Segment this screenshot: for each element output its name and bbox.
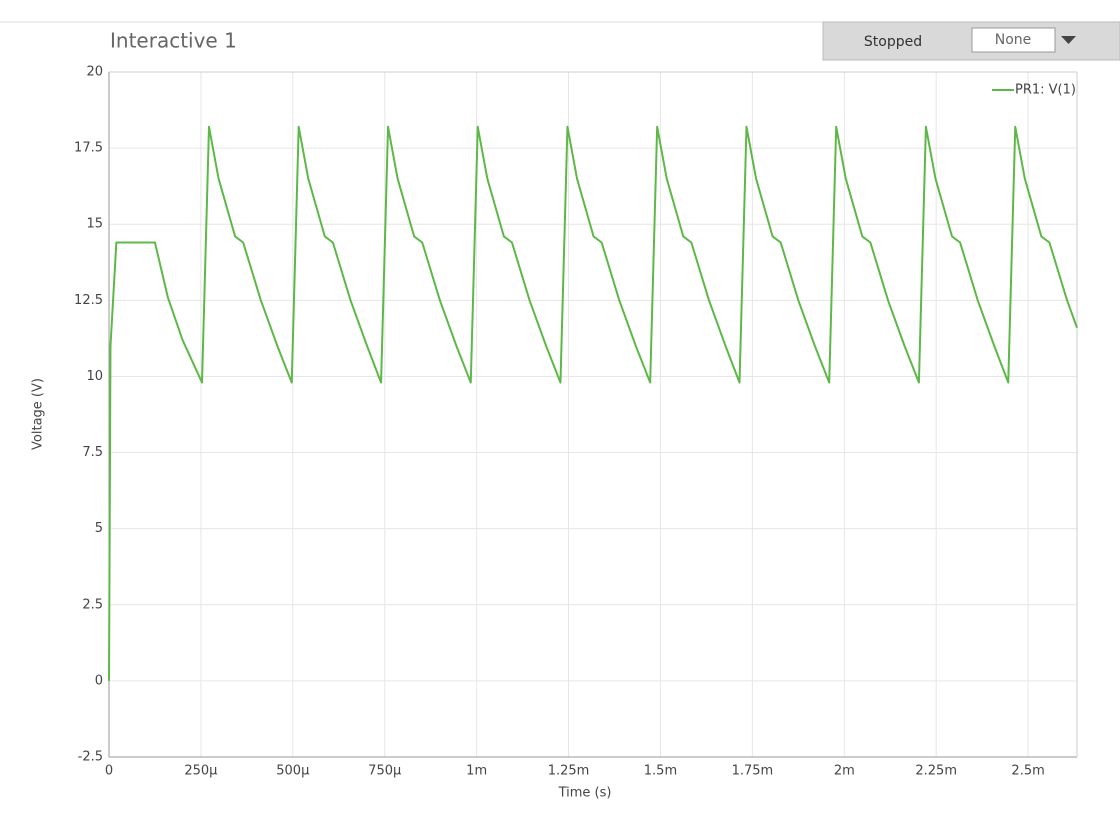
x-tick-label: 2.25m [915,764,957,779]
y-tick-label: 0 [95,673,103,688]
y-tick-label: 15 [86,217,103,232]
x-tick-label: 1.5m [644,764,677,779]
x-tick-label: 1.25m [548,764,590,779]
y-tick-label: 10 [86,369,103,384]
legend-label: PR1: V(1) [1015,83,1076,98]
x-axis-title: Time (s) [558,786,612,801]
y-tick-label: 20 [86,65,103,80]
dropdown-value[interactable]: None [995,32,1032,48]
y-tick-label: 7.5 [82,445,103,460]
y-axis-title: Voltage (V) [31,378,46,450]
x-tick-label: 2.5m [1011,764,1044,779]
x-tick-label: 500µ [276,764,309,779]
dropdown-arrow[interactable] [1061,36,1076,44]
x-tick-label: 750µ [368,764,401,779]
panel-title: Interactive 1 [110,29,237,53]
x-tick-label: 0 [105,764,113,779]
x-tick-label: 2m [834,764,855,779]
y-tick-label: 17.5 [74,141,103,156]
y-tick-label: 5 [95,521,103,536]
x-tick-label: 1.75m [732,764,774,779]
x-tick-label: 250µ [184,764,217,779]
x-tick-label: 1m [466,764,487,779]
dropdown[interactable] [971,27,1056,53]
y-tick-label: 2.5 [82,597,103,612]
status: Stopped [864,34,922,50]
y-tick-label: 12.5 [74,293,103,308]
series-line [108,125,1078,681]
y-tick-label: -2.5 [78,750,103,765]
